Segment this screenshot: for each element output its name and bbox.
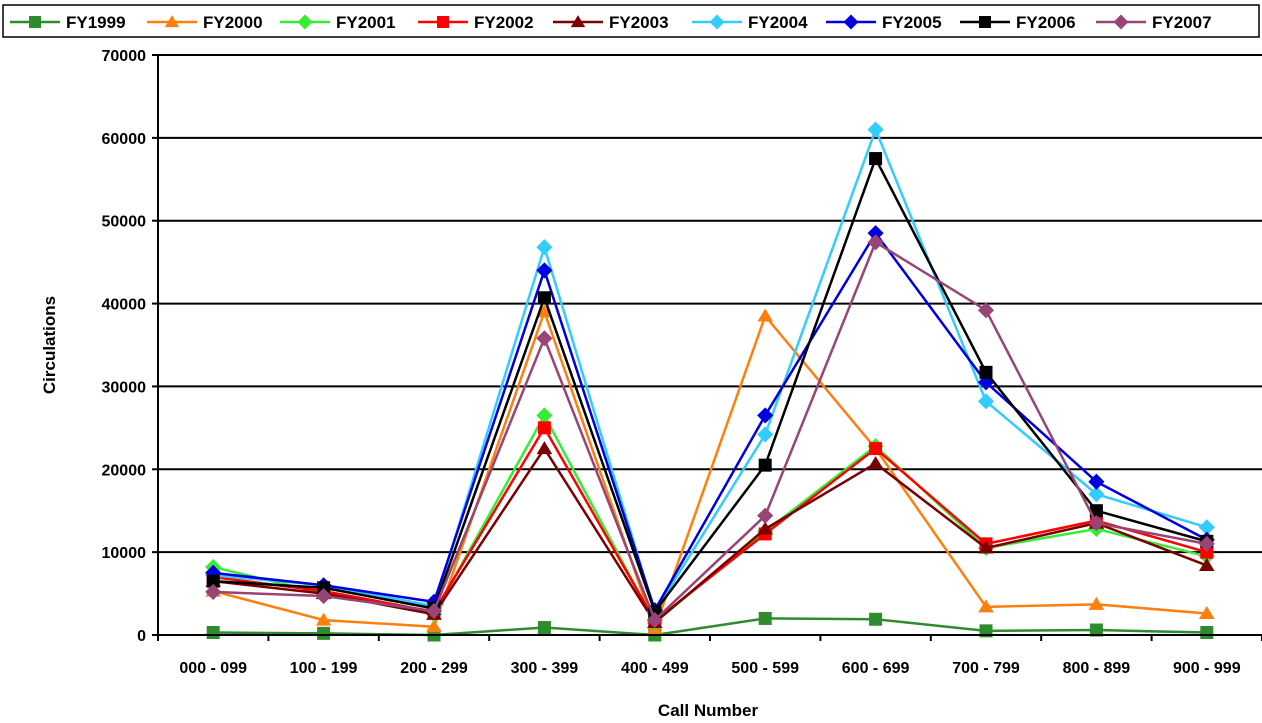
y-tick-label: 30000 <box>102 379 147 396</box>
series-fy2006 <box>207 152 1214 618</box>
data-point <box>757 426 773 442</box>
legend-label: FY2005 <box>882 13 942 32</box>
data-point <box>317 627 330 640</box>
data-point <box>536 330 552 346</box>
y-tick-label: 10000 <box>102 545 147 562</box>
x-tick-label: 500 - 599 <box>731 660 799 677</box>
legend-label: FY1999 <box>66 13 126 32</box>
x-tick-label: 100 - 199 <box>290 660 358 677</box>
series-fy2005 <box>205 225 1215 618</box>
legend-label: FY2000 <box>203 13 263 32</box>
series-line <box>213 242 1207 620</box>
y-tick-label: 40000 <box>102 297 147 314</box>
x-tick-label: 300 - 399 <box>511 660 579 677</box>
x-tick-label: 200 - 299 <box>400 660 468 677</box>
data-point <box>759 612 772 625</box>
x-tick-label: 700 - 799 <box>952 660 1020 677</box>
x-tick-label: 000 - 099 <box>179 660 247 677</box>
data-point <box>1200 626 1213 639</box>
x-axis-label: Call Number <box>658 701 759 720</box>
y-tick-label: 50000 <box>102 214 147 231</box>
data-point <box>868 122 884 138</box>
data-point <box>869 442 882 455</box>
data-point <box>538 621 551 634</box>
series-group <box>205 122 1215 642</box>
y-tick-label: 0 <box>137 628 146 645</box>
data-point <box>757 309 773 322</box>
legend-marker <box>979 16 991 28</box>
y-axis-label: Circulations <box>40 296 59 394</box>
series-fy2004 <box>205 122 1215 620</box>
data-point <box>868 234 884 250</box>
data-point <box>869 152 882 165</box>
series-line <box>213 233 1207 610</box>
data-point <box>759 459 772 472</box>
legend-label: FY2001 <box>336 13 396 32</box>
data-point <box>538 291 551 304</box>
data-point <box>537 441 553 454</box>
legend-label: FY2004 <box>748 13 808 32</box>
legend-label: FY2002 <box>474 13 534 32</box>
legend-marker <box>29 16 41 28</box>
data-point <box>538 421 551 434</box>
x-tick-label: 400 - 499 <box>621 660 689 677</box>
x-tick-label: 600 - 699 <box>842 660 910 677</box>
series-fy2007 <box>205 234 1215 628</box>
data-point <box>536 407 552 423</box>
x-axis-ticks: 000 - 099 100 - 199 200 - 299 300 - 399 400 … <box>158 635 1262 677</box>
x-tick-label: 800 - 899 <box>1063 660 1131 677</box>
data-point <box>869 613 882 626</box>
data-point <box>980 366 993 379</box>
data-point <box>536 239 552 255</box>
x-tick-label: 900 - 999 <box>1173 660 1241 677</box>
y-tick-label: 20000 <box>102 462 147 479</box>
data-point <box>207 626 220 639</box>
legend-marker <box>437 16 449 28</box>
legend-label: FY2007 <box>1152 13 1212 32</box>
legend-label: FY2003 <box>609 13 669 32</box>
series-line <box>213 159 1207 612</box>
y-axis-ticks: 0 10000 20000 30000 40000 50000 60000 70000 <box>102 48 159 645</box>
series-line <box>213 618 1207 635</box>
y-tick-label: 70000 <box>102 48 147 65</box>
y-tick-label: 60000 <box>102 131 147 148</box>
legend-label: FY2006 <box>1016 13 1076 32</box>
